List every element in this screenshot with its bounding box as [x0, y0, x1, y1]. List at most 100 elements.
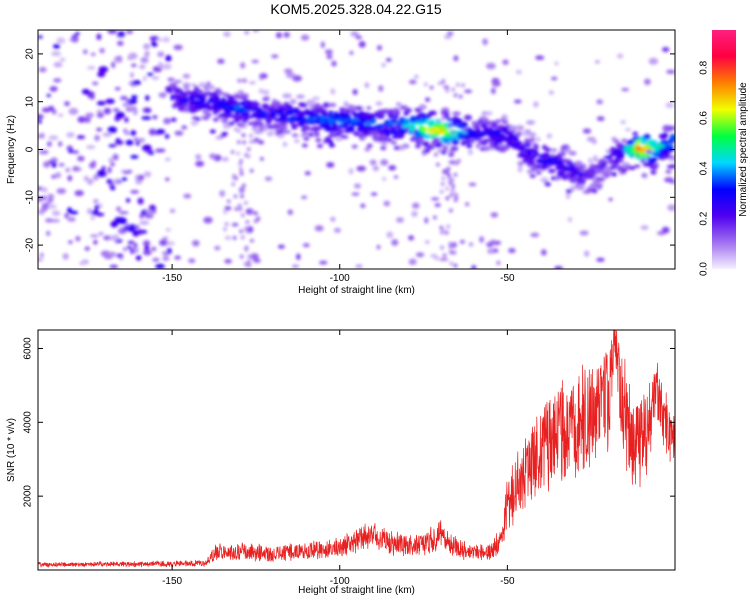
spectral-cell [222, 93, 230, 97]
spectral-cell [291, 125, 298, 130]
spectral-cell [115, 206, 122, 212]
snr-x-axis: -150 -100 -50 [162, 330, 515, 587]
colorbar: 0.0 0.2 0.4 0.6 0.8 Normalized spectral ampl… [699, 30, 749, 276]
spectral-cell [244, 245, 249, 250]
spectral-cell [217, 58, 225, 64]
spectral-cell [541, 163, 547, 170]
spectral-cell [335, 132, 342, 137]
spectral-cell [187, 104, 195, 110]
spectral-cell [430, 197, 440, 201]
spectrogram-panel: -150 -100 -50 20 10 0 -10 -20 Height of straig… [6, 29, 676, 296]
spectral-cell [635, 146, 643, 151]
spectral-cell [502, 59, 509, 65]
spectral-cell [133, 242, 138, 248]
spectral-cell [381, 62, 387, 68]
spectral-cell [137, 174, 145, 181]
spectral-cell [137, 229, 144, 235]
spectral-cell [533, 101, 539, 108]
spectral-cell [98, 66, 109, 73]
spectral-cell [330, 88, 336, 95]
spectral-cell [664, 177, 674, 183]
spectral-cell [244, 226, 249, 231]
snr-y-axis: 2000 4000 6000 [23, 337, 675, 507]
spectral-cell [165, 228, 171, 232]
spectral-cell [574, 160, 583, 167]
spectral-cell [313, 104, 321, 109]
spectral-cell [253, 30, 259, 33]
spectral-cells [38, 30, 675, 269]
spectral-cell [302, 131, 309, 136]
spectral-cell [84, 116, 91, 123]
spectral-cell [502, 115, 508, 120]
spectral-cell [376, 45, 383, 51]
spectral-cell [530, 137, 535, 143]
spectral-cell [38, 258, 44, 262]
spectral-cell [239, 122, 245, 129]
spectrogram-y-label: Frequency (Hz) [6, 115, 17, 184]
snr-y-label: SNR (10 * v/v) [6, 418, 17, 482]
spectral-cell [75, 31, 80, 36]
spectral-cell [650, 170, 657, 175]
spectral-cell [265, 96, 270, 100]
spectral-cell [158, 92, 167, 98]
spectral-cell [214, 245, 221, 251]
spectral-cell [448, 241, 453, 246]
spectral-cell [51, 174, 56, 179]
spectral-cell [568, 150, 577, 156]
spectral-cell [380, 146, 387, 151]
spectral-cell [451, 160, 456, 165]
spectral-cell [216, 108, 222, 113]
spectral-cell [343, 101, 348, 107]
spectral-cell [393, 145, 400, 150]
spectral-cell [402, 143, 408, 148]
spectral-cell [87, 66, 96, 70]
spectral-cell [66, 132, 75, 138]
spectral-cell [420, 114, 428, 119]
spectral-cell [46, 141, 52, 147]
spectral-cell [451, 184, 456, 189]
spectral-cell [532, 143, 538, 148]
spectral-cell [587, 188, 593, 193]
spectral-cell [47, 193, 55, 199]
spectral-cell [424, 141, 429, 145]
spectral-cell [300, 34, 310, 41]
spectral-cell [643, 153, 651, 158]
spectral-cell [81, 88, 90, 95]
spectral-cell [250, 210, 254, 215]
spectral-cell [390, 140, 397, 145]
spectral-cell [55, 172, 62, 179]
spectral-cell [64, 101, 70, 107]
spectral-cell [447, 177, 452, 181]
spectral-cell [357, 133, 364, 138]
spectral-cell [666, 69, 675, 74]
spectral-cell [77, 155, 85, 162]
spectral-cell [269, 113, 275, 117]
spectral-cell [221, 104, 226, 110]
spectral-cell [108, 251, 117, 258]
spectral-cell [444, 85, 449, 90]
x-tick-label: -100 [330, 273, 350, 284]
spectral-cell [430, 128, 436, 132]
colorbar-tick-label: 0.2 [699, 211, 710, 225]
spectral-cell [243, 78, 248, 83]
spectral-cell [597, 159, 607, 164]
spectral-cell [176, 88, 182, 93]
spectral-cell [440, 80, 445, 85]
spectral-cell [554, 61, 559, 66]
spectral-cell [486, 111, 493, 116]
spectral-cell [77, 116, 86, 123]
y-tick-label: -20 [25, 237, 36, 252]
spectral-cell [557, 152, 567, 156]
spectral-cell [182, 73, 191, 79]
spectral-cell [495, 119, 500, 124]
spectral-cell [291, 133, 299, 138]
spectral-cell [302, 243, 310, 248]
spectral-cell [236, 151, 241, 156]
spectral-cell [449, 250, 454, 255]
spectral-cell [169, 208, 176, 213]
spectral-cell [446, 31, 454, 35]
spectral-cell [145, 95, 150, 101]
spectral-cell [588, 157, 593, 164]
spectral-cell [246, 259, 251, 264]
spectral-cell [441, 229, 446, 234]
